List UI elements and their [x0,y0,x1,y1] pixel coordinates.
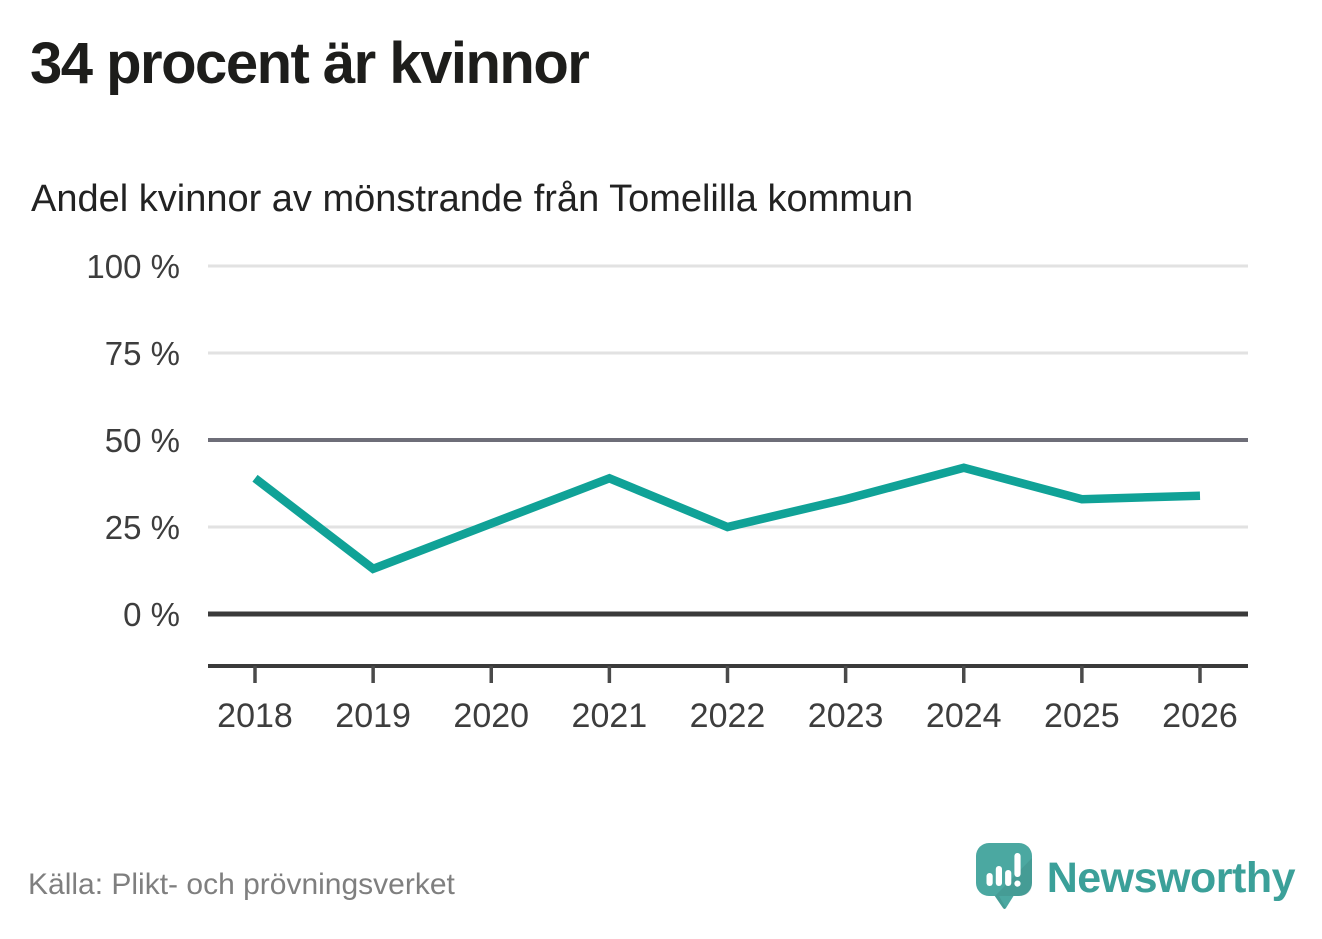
x-tick-label-2026: 2026 [1162,697,1238,735]
newsworthy-wordmark: Newsworthy [1046,853,1296,902]
x-tick-label-2022: 2022 [690,697,766,735]
y-tick-label-100: 100 % [86,248,180,285]
y-tick-label-50: 50 % [105,422,180,459]
chart-subtitle: Andel kvinnor av mönstrande från Tomelil… [31,178,914,220]
y-tick-label-25: 25 % [105,509,180,546]
y-tick-label-75: 75 % [105,335,180,372]
x-tick-label-2021: 2021 [572,697,648,735]
newsworthy-logo-icon [975,843,1032,909]
x-tick-label-2019: 2019 [335,697,411,735]
x-tick-label-2020: 2020 [453,697,529,735]
y-tick-label-0: 0 % [123,596,180,633]
newsworthy-brand: Newsworthy [975,842,1296,914]
x-tick-label-2025: 2025 [1044,697,1120,735]
source-note: Källa: Plikt- och prövningsverket [28,868,455,901]
x-tick-label-2023: 2023 [808,697,884,735]
x-tick-label-2018: 2018 [217,697,293,735]
page-title: 34 procent är kvinnor [30,31,590,96]
series-line [252,463,1201,574]
x-tick-label-2024: 2024 [926,697,1002,735]
